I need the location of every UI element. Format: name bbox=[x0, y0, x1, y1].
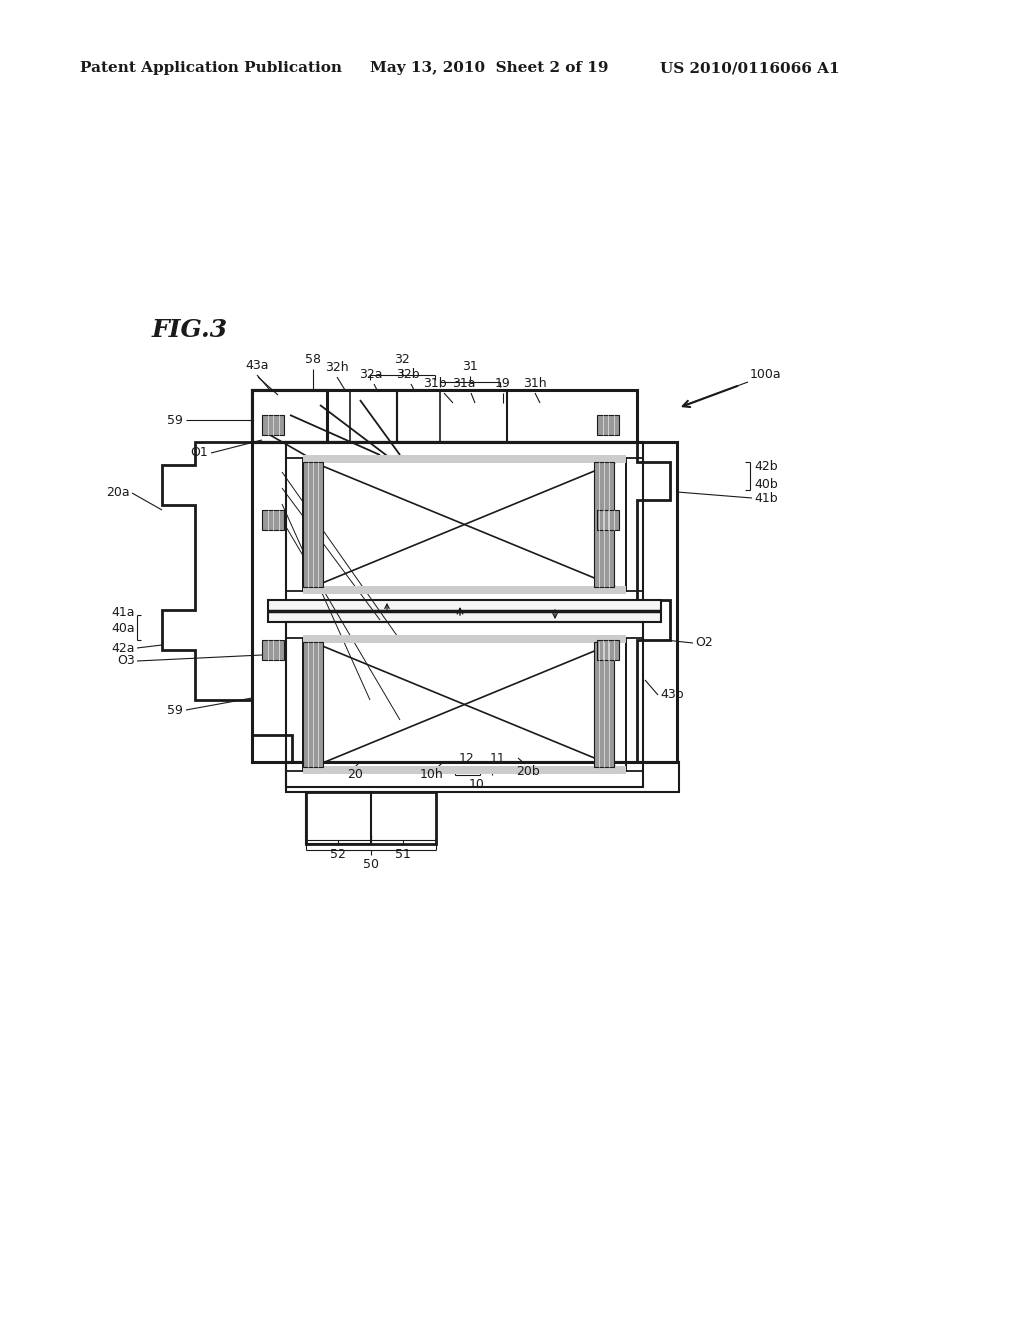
Text: 40a: 40a bbox=[112, 622, 135, 635]
Bar bbox=[303, 766, 626, 774]
Text: May 13, 2010  Sheet 2 of 19: May 13, 2010 Sheet 2 of 19 bbox=[370, 61, 608, 75]
Text: 10: 10 bbox=[469, 777, 485, 791]
Bar bbox=[252, 442, 677, 762]
Bar bbox=[303, 638, 626, 771]
Bar bbox=[262, 640, 284, 660]
Bar bbox=[286, 442, 643, 607]
Text: 59: 59 bbox=[167, 413, 183, 426]
Bar bbox=[286, 622, 643, 787]
Text: 40b: 40b bbox=[754, 478, 778, 491]
Text: 59: 59 bbox=[167, 704, 183, 717]
Bar bbox=[594, 462, 614, 587]
Text: 50: 50 bbox=[362, 858, 379, 871]
Bar bbox=[594, 642, 614, 767]
Bar bbox=[306, 792, 371, 843]
Text: 11: 11 bbox=[490, 752, 506, 766]
Text: 32a: 32a bbox=[359, 368, 383, 381]
Bar bbox=[303, 458, 626, 591]
Bar bbox=[303, 638, 626, 771]
Bar bbox=[306, 792, 436, 843]
Text: O3: O3 bbox=[118, 655, 135, 668]
Text: 32b: 32b bbox=[396, 368, 420, 381]
Bar bbox=[286, 762, 679, 792]
Text: O1: O1 bbox=[190, 446, 208, 459]
Text: 10h: 10h bbox=[420, 768, 443, 781]
Text: 32h: 32h bbox=[326, 360, 349, 374]
Text: 41b: 41b bbox=[754, 491, 777, 504]
Text: 42b: 42b bbox=[754, 459, 777, 473]
Bar bbox=[597, 510, 618, 531]
Text: FIG.3: FIG.3 bbox=[152, 318, 228, 342]
Bar bbox=[303, 586, 626, 594]
Bar bbox=[252, 389, 327, 442]
Text: 20a: 20a bbox=[106, 487, 130, 499]
Text: O2: O2 bbox=[695, 636, 713, 649]
Text: 42a: 42a bbox=[112, 642, 135, 655]
Text: 32: 32 bbox=[394, 352, 410, 366]
Text: 31h: 31h bbox=[523, 378, 547, 389]
Bar bbox=[262, 414, 284, 436]
Bar bbox=[303, 642, 323, 767]
Bar bbox=[597, 414, 618, 436]
Bar bbox=[262, 510, 284, 531]
Text: 31: 31 bbox=[462, 360, 478, 374]
Bar bbox=[597, 640, 618, 660]
Bar bbox=[397, 389, 507, 442]
Text: 41a: 41a bbox=[112, 606, 135, 619]
Text: 31a: 31a bbox=[453, 378, 476, 389]
Text: 43b: 43b bbox=[660, 689, 684, 701]
Text: 43a: 43a bbox=[246, 359, 268, 372]
Bar bbox=[303, 462, 323, 587]
Bar bbox=[303, 455, 626, 463]
Bar bbox=[252, 389, 637, 442]
Bar bbox=[303, 635, 626, 643]
Text: 51: 51 bbox=[395, 847, 411, 861]
Text: 58: 58 bbox=[305, 352, 321, 366]
Text: 52: 52 bbox=[330, 847, 346, 861]
Text: 19: 19 bbox=[496, 378, 511, 389]
Bar bbox=[268, 601, 662, 622]
Bar bbox=[252, 389, 397, 442]
Text: US 2010/0116066 A1: US 2010/0116066 A1 bbox=[660, 61, 840, 75]
Text: Patent Application Publication: Patent Application Publication bbox=[80, 61, 342, 75]
Text: 31b: 31b bbox=[423, 378, 446, 389]
Text: 12: 12 bbox=[459, 752, 475, 766]
Text: 20b: 20b bbox=[516, 766, 540, 777]
Bar bbox=[303, 458, 626, 591]
Text: 100a: 100a bbox=[750, 367, 781, 380]
Text: 20: 20 bbox=[347, 768, 362, 781]
